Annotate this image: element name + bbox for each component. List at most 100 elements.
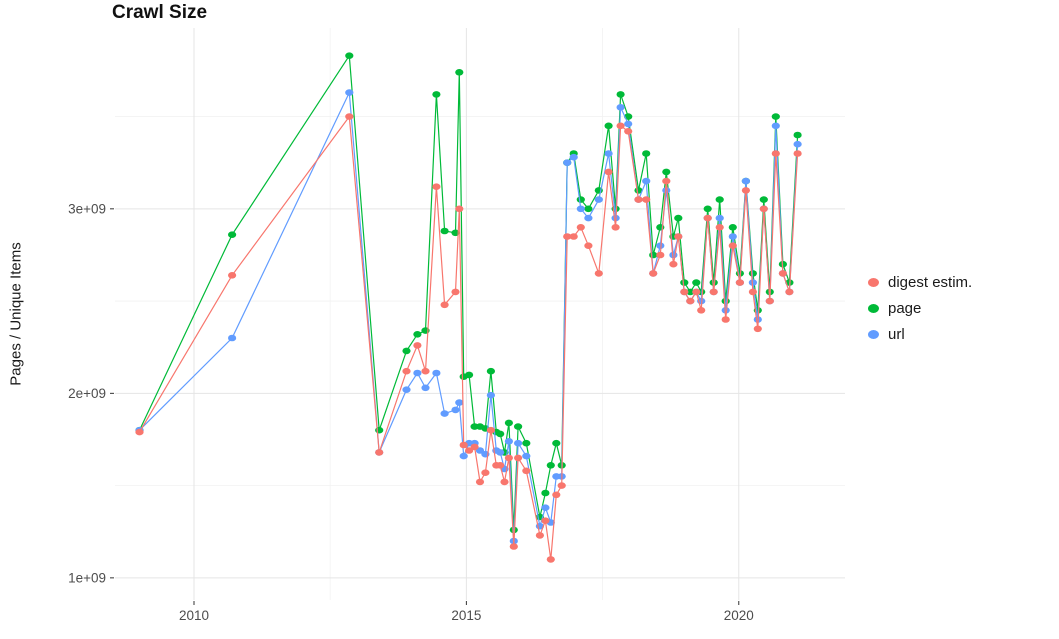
data-point [475,447,485,454]
legend: digest estim. page url [868,274,972,343]
data-point [546,556,555,563]
data-point [514,454,523,462]
data-point [402,347,411,355]
data-point [522,452,531,460]
data-point [475,478,485,486]
x-axis-tick-label: 2015 [451,608,481,623]
data-point [674,233,683,240]
data-point [692,279,701,286]
data-point [741,187,751,194]
data-point [402,386,411,394]
data-point [616,104,625,111]
legend-label: digest estim. [888,274,973,291]
data-point [345,52,354,59]
data-point [721,316,730,323]
data-point [569,233,578,240]
data-point [541,504,550,512]
data-point [552,491,561,499]
data-point [759,205,768,213]
legend-item-url: url [868,326,972,343]
data-point [594,196,603,203]
data-point [459,452,468,460]
data-point [793,140,802,148]
data-point [741,177,751,185]
data-point [715,224,724,231]
legend-label: page [888,300,922,317]
data-point [649,270,658,277]
data-point [771,113,780,120]
data-point [753,325,762,333]
data-point [504,454,513,462]
data-point [594,270,603,277]
data-point [715,214,724,222]
data-point [432,91,441,98]
data-point [703,205,712,213]
data-point [576,205,585,213]
data-point [514,423,523,430]
series-line [138,53,799,530]
data-point [728,242,737,249]
data-point [778,270,788,277]
legend-dot [868,278,879,287]
data-point [616,122,625,130]
data-point [552,439,561,447]
data-point [563,233,572,240]
data-point [228,272,237,279]
data-point [569,153,578,161]
data-point [504,419,513,427]
data-point [728,233,737,240]
data-point [765,297,774,305]
data-point [709,279,718,286]
data-point [465,447,474,454]
data-point [413,331,422,338]
data-point [680,288,689,296]
y-axis-label: Pages / Unique Items [7,242,25,386]
data-point [584,214,593,222]
data-point [135,428,144,436]
data-point [642,196,651,203]
data-point [440,227,449,235]
data-point [771,150,780,157]
data-point [656,242,665,249]
data-point [535,532,545,539]
y-axis-tick-label: 1e+09 [68,570,106,585]
data-point [611,224,620,231]
data-point [541,517,550,524]
data-point [649,251,658,259]
data-point [748,279,758,286]
data-point [413,369,422,377]
legend-item-page: page [868,300,972,317]
data-point [686,297,695,305]
data-point [576,224,585,231]
x-axis-tick-label: 2010 [179,608,209,623]
data-point [455,205,464,213]
data-point [541,489,550,497]
data-point [634,196,643,203]
grid-major [115,28,845,600]
data-point [481,469,490,477]
legend-label: url [888,326,905,343]
data-point [674,214,683,222]
y-axis-tick-label: 2e+09 [68,386,106,401]
data-point [402,367,411,375]
data-point [680,279,689,286]
data-point [432,369,441,377]
data-point [662,168,671,176]
y-axis-ticks: 1e+09 2e+09 3e+09 [68,201,114,585]
data-point [486,426,495,434]
data-point [604,168,613,176]
data-point [504,438,513,445]
chart-title: Crawl Size [112,2,208,23]
series-digest-estim [135,113,802,563]
data-point [584,242,593,249]
data-point [522,467,531,475]
data-point [470,443,479,451]
data-point [514,439,523,447]
series-url [135,89,802,545]
data-point [375,449,384,456]
data-point [709,288,718,296]
data-point [546,462,555,469]
data-point [432,183,441,190]
data-point [345,89,354,96]
